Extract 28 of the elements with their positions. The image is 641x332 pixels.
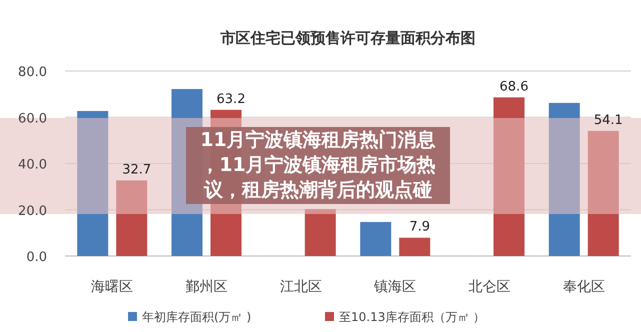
bar: [494, 97, 524, 256]
x-tick-label: 江北区: [280, 279, 322, 295]
bar: [399, 238, 430, 256]
y-tick-label: 20.0: [18, 204, 47, 219]
bar: [304, 209, 336, 256]
y-tick-label: 60.0: [18, 111, 47, 126]
chart-title: 市区住宅已领预售许可存量面积分布图: [220, 29, 476, 47]
bar: [116, 180, 148, 256]
bar: [588, 130, 619, 256]
x-tick-label: 镇海区: [373, 279, 416, 295]
x-tick-label: 奉化区: [562, 279, 605, 295]
y-tick-label: 0.0: [26, 250, 47, 265]
data-label: 54.1: [594, 112, 623, 128]
x-tick-label: 北仑区: [468, 279, 510, 295]
data-label: 7.9: [409, 220, 430, 235]
data-label: 63.2: [216, 92, 246, 107]
bar: [77, 111, 108, 256]
bar: [360, 222, 392, 256]
y-tick-label: 80.0: [18, 65, 47, 80]
data-label: 68.6: [500, 79, 528, 94]
legend-label: 至10.13库存面积（万㎡ ）: [339, 310, 486, 324]
data-label: 32.7: [122, 162, 152, 178]
annotation: 11月宁波镇海租房热门消息，11月宁波镇海租房市场热议，租房热潮背后的观点碰: [200, 129, 436, 201]
x-tick-label: 海曙区: [91, 279, 134, 295]
y-tick-label: 40.0: [18, 158, 47, 172]
bar: [548, 102, 580, 256]
x-tick-label: 鄞州区: [186, 279, 228, 295]
legend-label: 年初库存面积(万㎡ ): [142, 310, 252, 324]
